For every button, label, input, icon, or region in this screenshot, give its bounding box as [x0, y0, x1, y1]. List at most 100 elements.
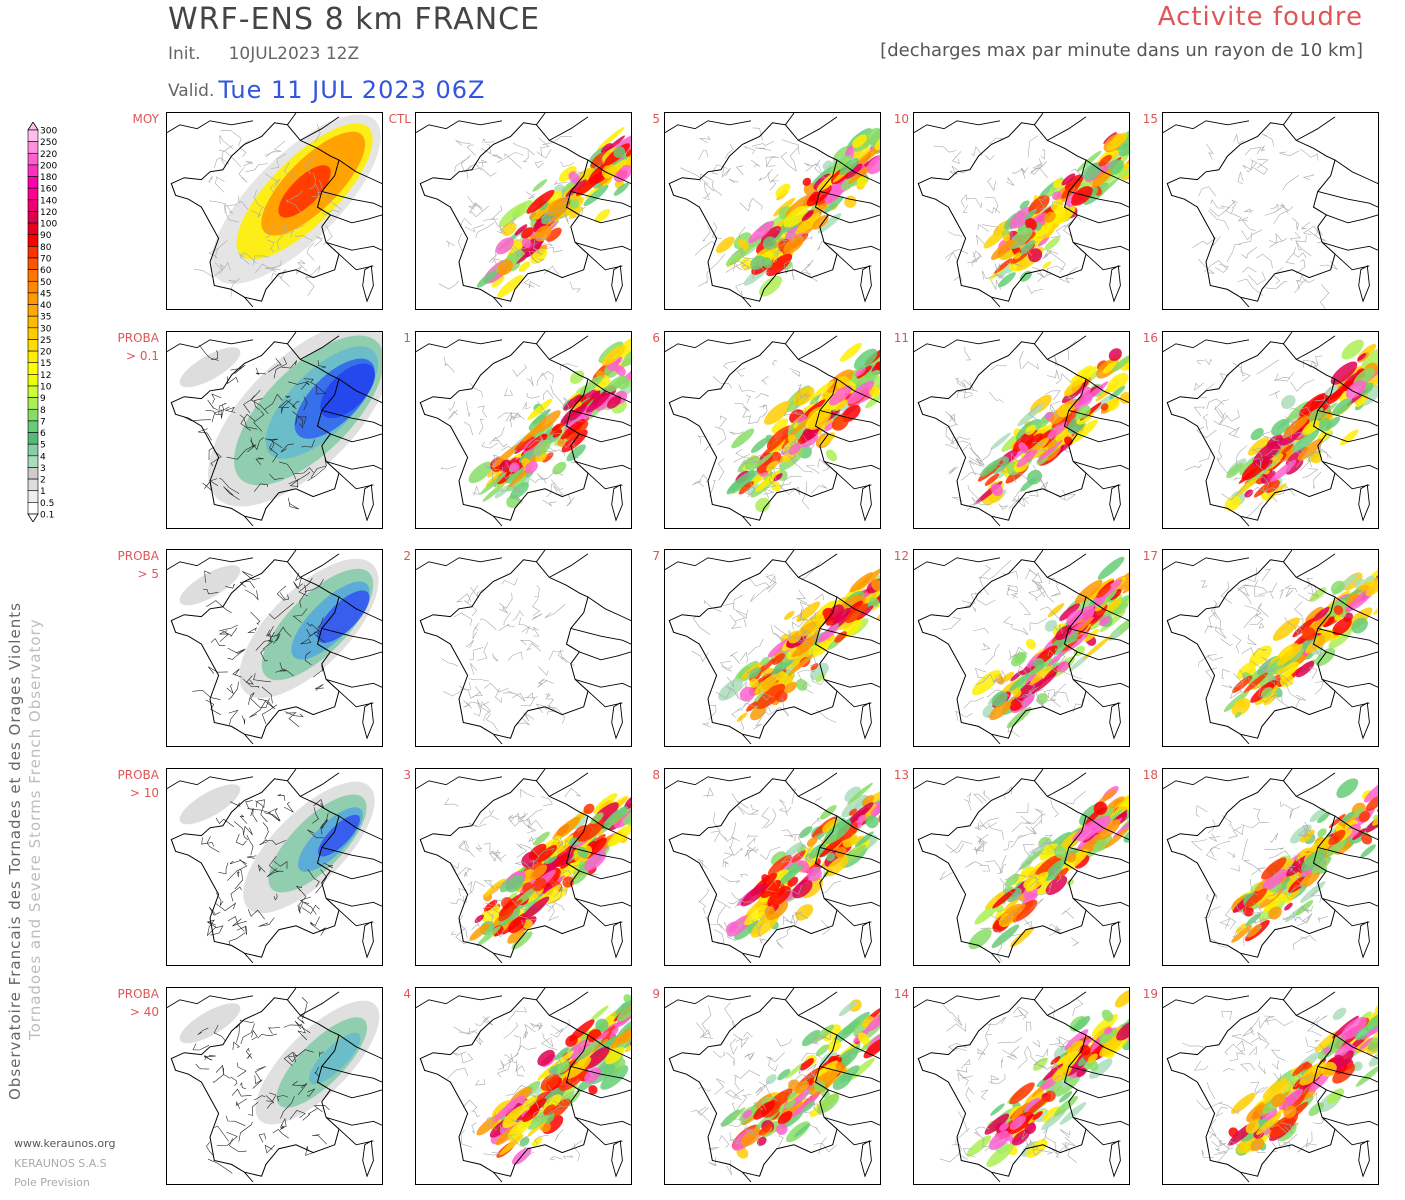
lightning-cell	[791, 1093, 820, 1118]
department-border	[1208, 209, 1230, 230]
country-border	[321, 846, 382, 864]
department-border	[225, 1115, 246, 1126]
department-border	[543, 265, 560, 275]
department-border	[323, 862, 334, 868]
department-border	[1284, 584, 1298, 593]
coastline-uk	[665, 120, 752, 133]
department-border	[210, 925, 224, 936]
lightning-cell	[1030, 671, 1058, 695]
lightning-cell	[1052, 1064, 1073, 1082]
department-border	[1241, 821, 1270, 829]
department-border	[268, 358, 282, 373]
department-border	[564, 212, 569, 224]
department-border	[237, 869, 240, 877]
france-outline	[1166, 341, 1336, 521]
country-border	[325, 897, 382, 907]
lightning-cell	[796, 414, 807, 424]
department-border	[471, 919, 480, 930]
lightning-cell	[1089, 1058, 1113, 1079]
legend-arrow-top	[27, 121, 39, 131]
department-border	[1248, 271, 1266, 285]
department-border	[708, 704, 717, 720]
department-border	[204, 1055, 216, 1060]
department-border	[475, 1037, 484, 1046]
department-border	[208, 200, 227, 213]
department-border	[954, 1047, 967, 1052]
department-border	[1066, 394, 1076, 404]
lightning-cell	[613, 146, 626, 159]
department-border	[238, 1121, 253, 1142]
department-border	[210, 450, 222, 467]
department-border	[548, 215, 553, 228]
department-border	[253, 398, 263, 411]
department-border	[273, 861, 288, 869]
department-border	[691, 650, 709, 663]
country-border	[570, 1065, 631, 1083]
department-border	[984, 154, 995, 161]
department-border	[1237, 171, 1244, 185]
department-border	[1205, 667, 1218, 682]
department-border	[536, 473, 547, 484]
lightning-cell	[742, 1113, 756, 1126]
lightning-cell	[519, 1137, 530, 1147]
department-border	[261, 704, 278, 725]
department-border	[791, 433, 801, 443]
lightning-cell	[871, 578, 880, 592]
department-border	[236, 1023, 240, 1043]
department-border	[780, 851, 792, 864]
department-border	[957, 1111, 968, 1132]
department-border	[1254, 1110, 1265, 1124]
department-border	[249, 700, 267, 718]
department-border	[448, 409, 458, 420]
department-border	[789, 418, 800, 429]
department-border	[731, 247, 744, 256]
department-border	[980, 1089, 989, 1101]
lightning-cell	[1224, 495, 1241, 512]
department-border	[270, 260, 282, 270]
department-border	[722, 846, 734, 867]
department-border	[1272, 454, 1282, 467]
product-subtitle: [decharges max par minute dans un rayon …	[880, 40, 1363, 61]
department-borders	[945, 340, 1077, 511]
department-border	[711, 164, 728, 175]
lightning-cell	[765, 1074, 777, 1085]
department-border	[464, 224, 484, 233]
department-border	[557, 649, 563, 661]
map-canvas	[665, 769, 880, 964]
france-outline	[170, 341, 340, 521]
country-border	[819, 846, 880, 864]
department-border	[236, 925, 247, 935]
department-border	[1287, 866, 1306, 876]
lightning-cell	[497, 259, 514, 276]
department-border	[207, 399, 218, 411]
department-border	[236, 1098, 247, 1110]
department-border	[276, 585, 287, 602]
department-border	[747, 482, 756, 498]
lightning-cell	[584, 1067, 601, 1083]
department-border	[536, 372, 548, 387]
department-border	[469, 382, 483, 398]
department-border	[526, 809, 543, 825]
department-border	[950, 436, 971, 445]
country-border	[1296, 335, 1336, 360]
country-border	[330, 870, 382, 880]
department-border	[483, 682, 510, 693]
department-border	[1002, 1049, 1016, 1061]
lightning-cell	[482, 482, 506, 502]
department-border	[1261, 673, 1288, 686]
legend-swatch	[27, 443, 39, 457]
department-border	[1028, 873, 1040, 889]
lightning-cell	[1285, 458, 1304, 475]
lightning-cell	[990, 1103, 1005, 1116]
lightning-cell	[731, 428, 755, 449]
country-border	[321, 190, 382, 208]
department-border	[458, 840, 470, 853]
department-border	[280, 1117, 287, 1129]
department-border	[285, 395, 291, 399]
department-border	[741, 1094, 752, 1104]
department-border	[744, 145, 756, 155]
lightning-cell	[835, 846, 847, 858]
department-border	[737, 805, 758, 815]
lightning-cell	[989, 700, 1012, 721]
department-border	[289, 190, 303, 201]
